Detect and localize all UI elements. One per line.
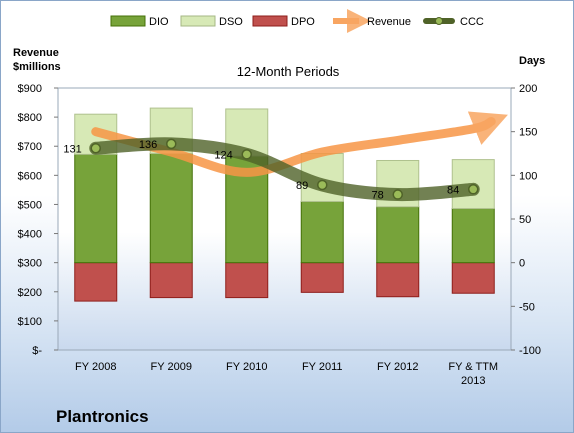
right-tick-label: -100	[519, 345, 541, 357]
legend-dpo-label: DPO	[291, 16, 315, 28]
left-tick-label: $-	[32, 345, 42, 357]
dpo-bar	[149, 262, 193, 299]
category-label: FY 2011	[302, 361, 343, 373]
left-tick-label: $700	[18, 141, 42, 153]
left-tick-label: $400	[18, 229, 42, 241]
dpo-bar	[451, 262, 495, 294]
legend-dpo-swatch	[252, 15, 288, 27]
left-tick-label: $300	[18, 258, 42, 270]
legend-dio-swatch	[110, 15, 146, 27]
right-tick-label: 50	[519, 214, 531, 226]
dpo-bar	[300, 262, 344, 293]
chart-title: 12-Month Periods	[237, 64, 340, 79]
ccc-data-label: 78	[372, 190, 384, 202]
right-tick-label: 100	[519, 170, 537, 182]
category-label: FY 2010	[226, 361, 267, 373]
right-tick-label: 200	[519, 83, 537, 95]
dio-bar	[376, 206, 420, 264]
ccc-point	[317, 179, 328, 191]
category-label: FY 2008	[75, 361, 116, 373]
category-label: FY & TTM	[448, 361, 498, 373]
legend-revenue-label: Revenue	[367, 16, 411, 28]
dpo-bar	[225, 262, 269, 299]
ccc-data-label: 131	[63, 143, 81, 155]
company-name: Plantronics	[56, 407, 149, 426]
right-axis-title: Days	[519, 55, 545, 67]
legend: DIO DSO DPO Revenue CCC	[110, 9, 484, 33]
dpo-bar	[74, 262, 118, 302]
dio-bar	[300, 201, 344, 264]
ccc-data-label: 124	[214, 149, 232, 161]
left-tick-label: $500	[18, 199, 42, 211]
dio-bar	[149, 153, 193, 264]
legend-dso-swatch	[180, 15, 216, 27]
legend-dso-label: DSO	[219, 16, 243, 28]
left-axis-title-line1: Revenue	[13, 47, 59, 59]
left-tick-label: $800	[18, 112, 42, 124]
legend-dio-label: DIO	[149, 16, 169, 28]
left-tick-label: $200	[18, 287, 42, 299]
category-label: FY 2009	[151, 361, 192, 373]
ccc-point	[468, 184, 479, 195]
ccc-data-label: 136	[139, 139, 157, 151]
plot-area: $- $100 $200 $300 $400 $500 $600 $700 $800 $900 -1…	[18, 83, 542, 387]
right-tick-label: 0	[519, 258, 525, 270]
legend-ccc-marker	[435, 17, 443, 25]
legend-ccc-label: CCC	[460, 16, 484, 28]
category-label: 2013	[461, 375, 485, 387]
left-tick-label: $100	[18, 316, 42, 328]
plot-background	[57, 87, 512, 351]
dio-bar	[451, 208, 495, 264]
ccc-point	[90, 143, 101, 154]
ccc-line	[89, 137, 480, 202]
ccc-point	[392, 189, 403, 200]
dpo-bar	[376, 262, 420, 298]
right-tick-label: 150	[519, 127, 537, 139]
revenue-trend-line	[91, 111, 508, 177]
left-tick-label: $900	[18, 83, 42, 95]
right-tick-label: -50	[519, 301, 535, 313]
left-tick-label: $600	[18, 170, 42, 182]
category-label: FY 2012	[377, 361, 418, 373]
ccc-data-label: 89	[296, 180, 308, 192]
ccc-point	[166, 138, 177, 150]
dio-bar	[74, 153, 118, 264]
ccc-point	[241, 149, 252, 160]
left-axis-title-line2: $millions	[13, 61, 61, 73]
ccc-data-label: 84	[447, 184, 459, 196]
